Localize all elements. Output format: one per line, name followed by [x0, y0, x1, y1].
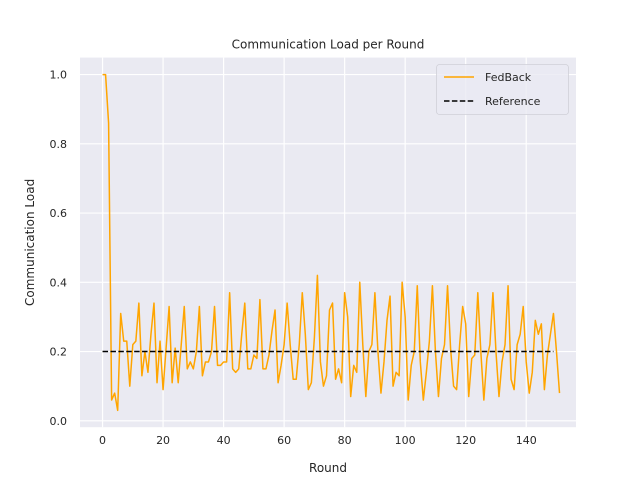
x-tick-label: 0 [99, 434, 106, 447]
y-tick-label: 0.0 [50, 415, 68, 428]
y-tick-label: 0.4 [50, 276, 68, 289]
y-tick-label: 0.8 [50, 138, 68, 151]
y-tick-label: 0.6 [50, 207, 68, 220]
legend-fedback-label: FedBack [485, 71, 532, 84]
x-tick-label: 60 [277, 434, 291, 447]
x-tick-label: 100 [395, 434, 416, 447]
y-tick-label: 0.2 [50, 346, 68, 359]
x-tick-label: 120 [455, 434, 476, 447]
series-layer [102, 73, 561, 412]
series-line-fedback [102, 73, 561, 412]
y-axis-title: Communication Load [23, 179, 37, 306]
legend: FedBack Reference [436, 64, 569, 115]
chart-title: Communication Load per Round [232, 38, 425, 52]
x-tick-label: 140 [516, 434, 537, 447]
y-axis-ticks: 0.0 0.2 0.4 0.6 0.8 1.0 [50, 69, 68, 428]
x-axis-ticks: 0 20 40 60 80 100 120 140 [99, 434, 537, 447]
x-tick-label: 40 [217, 434, 231, 447]
y-tick-label: 1.0 [50, 69, 68, 82]
x-tick-label: 80 [338, 434, 352, 447]
x-axis-title: Round [309, 461, 347, 475]
legend-reference-label: Reference [485, 95, 541, 108]
x-tick-label: 20 [156, 434, 170, 447]
